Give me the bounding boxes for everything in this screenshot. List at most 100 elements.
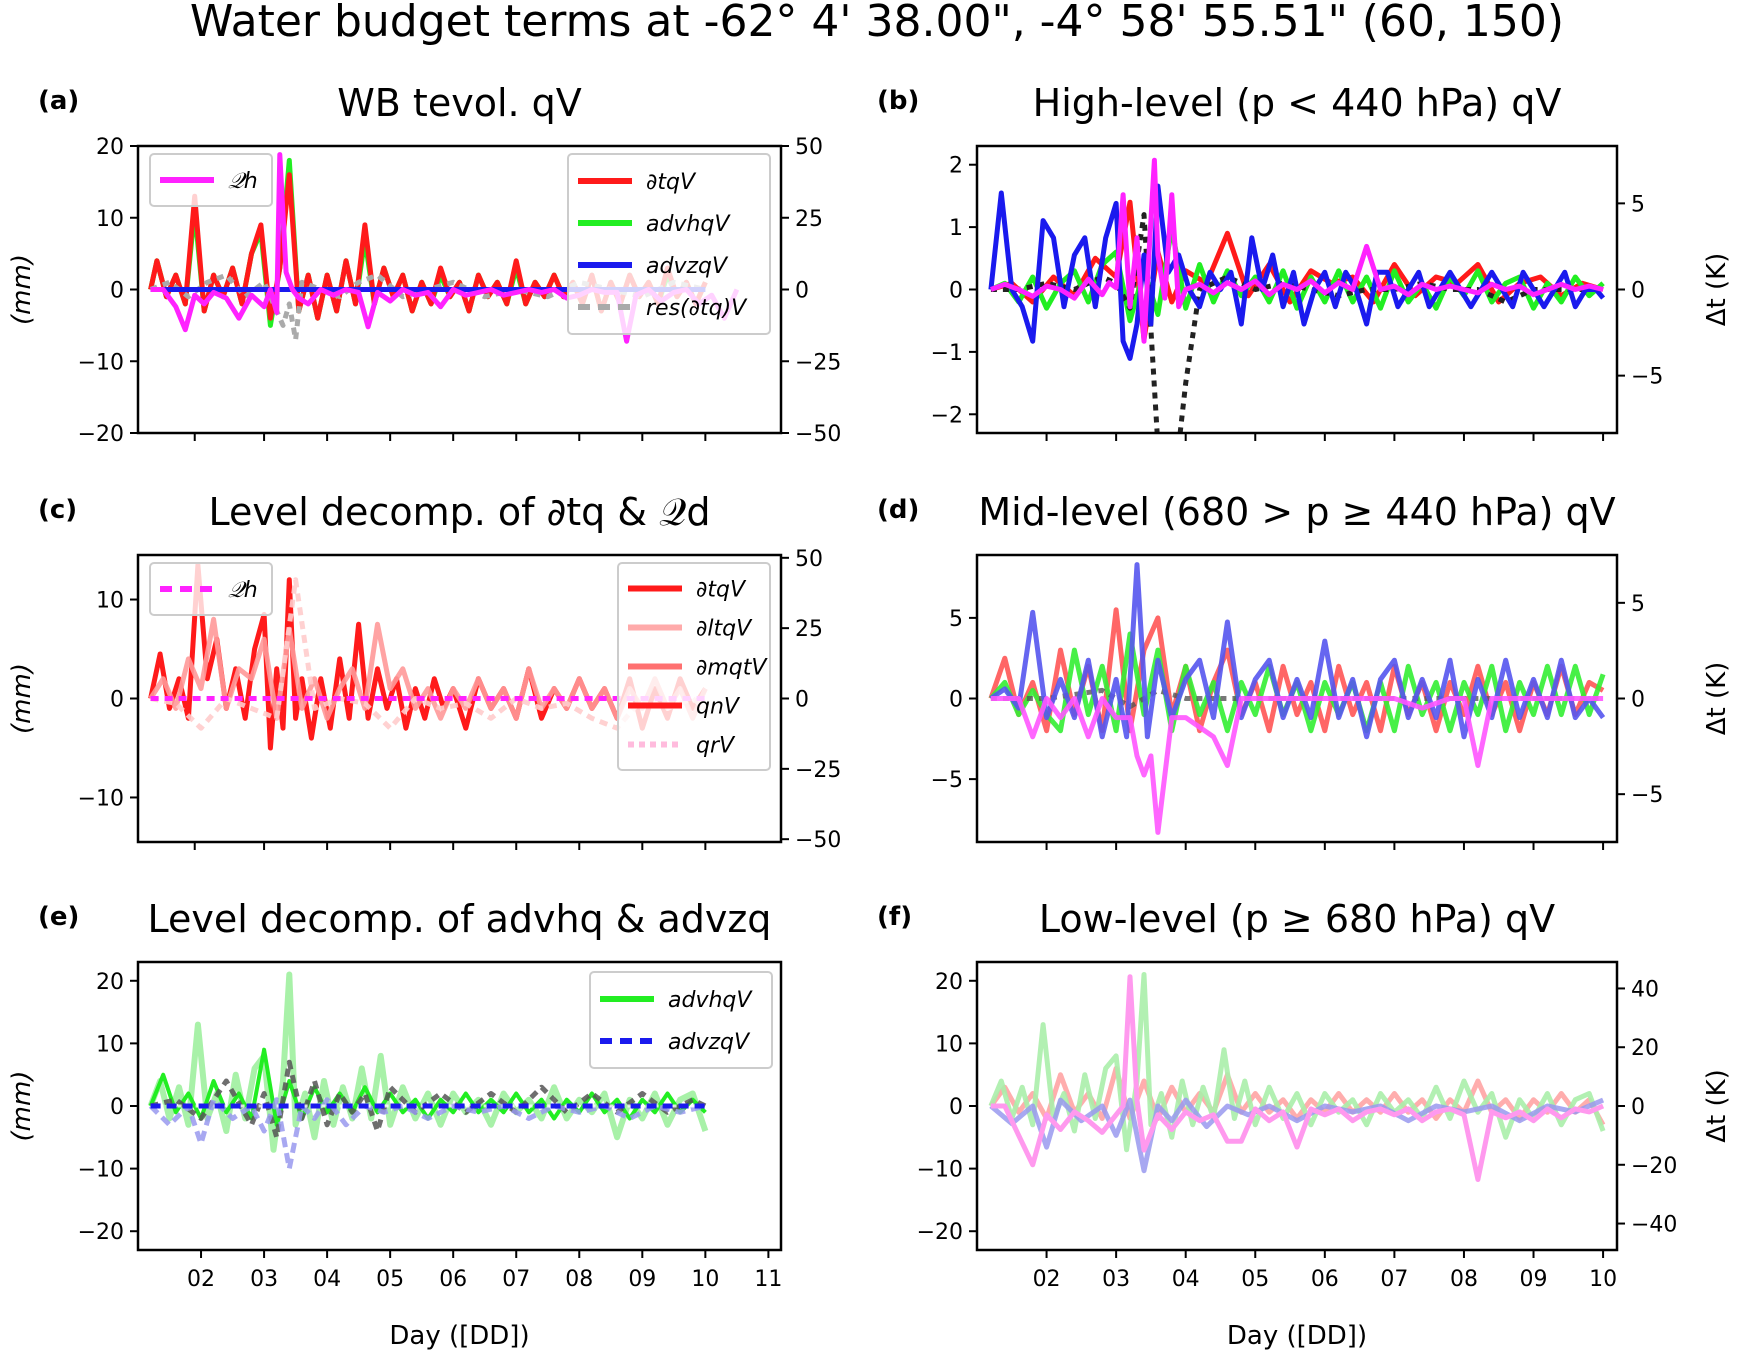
figure-title: Water budget terms at -62° 4' 38.00", -4… [190, 0, 1564, 47]
y-axis-label-right: Δt (K) [1702, 662, 1732, 736]
panel-label: (d) [877, 495, 919, 525]
series-line-2 [988, 972, 1606, 1153]
y-tick-label: 1 [949, 216, 963, 241]
series-group [148, 562, 708, 751]
x-tick-label: 10 [691, 1267, 719, 1292]
y-axis-label-right: Δt (K) [1702, 253, 1732, 327]
y-tick-label: −20 [78, 422, 124, 447]
x-tick-label: 09 [628, 1267, 656, 1292]
panel-label: (f) [877, 902, 912, 932]
x-axis-label: Day ([DD]) [389, 1321, 529, 1351]
panel-title: Low-level (p ≥ 680 hPa) qV [1039, 897, 1555, 941]
y-tick-label-right: 5 [1631, 592, 1645, 617]
y-tick-label: 10 [935, 1032, 963, 1057]
y-tick-label-right: 5 [1631, 192, 1645, 217]
legend-label: ∂tqV [646, 170, 697, 195]
legend-label: ∂tqV [696, 578, 747, 603]
y-tick-label-right: −20 [1631, 1154, 1677, 1179]
x-tick-label: 02 [187, 1267, 215, 1292]
y-tick-label: −10 [78, 786, 124, 811]
x-tick-label: 10 [1589, 1267, 1617, 1292]
x-axis-label: Day ([DD]) [1227, 1321, 1367, 1351]
y-tick-label: −20 [78, 1220, 124, 1245]
panel-title: Mid-level (680 > p ≥ 440 hPa) qV [978, 490, 1615, 534]
series-line-3 [990, 212, 1604, 433]
y-tick-label-right: −5 [1631, 783, 1663, 808]
legend-label: ∂mqtV [696, 656, 768, 681]
series-line-3 [149, 272, 706, 343]
y-tick-label: −5 [931, 768, 963, 793]
y-tick-label-right: −25 [795, 350, 841, 375]
panel-title: Level decomp. of advhq & advzq [148, 897, 772, 941]
legend: advhqV advzqV [589, 971, 773, 1069]
series-line-1 [990, 199, 1604, 342]
x-tick-label: 03 [1102, 1267, 1130, 1292]
y-tick-label-right: 50 [795, 135, 823, 160]
series-line-5 [990, 696, 1604, 835]
panel-label: (b) [877, 86, 919, 116]
y-tick-label-right: −25 [795, 758, 841, 783]
y-tick-label: 20 [96, 970, 124, 995]
panel-label: (a) [38, 86, 79, 116]
y-tick-label: 0 [949, 279, 963, 304]
x-tick-label: 05 [376, 1267, 404, 1292]
panel-f: 20 10 0 −10 −20 40 20 0 −20 −40 02 03 04 05 06 07 08 09 10… [877, 897, 1732, 1351]
legend-box [567, 153, 771, 335]
y-axis-label: (mm) [7, 663, 37, 734]
series-line-2 [148, 616, 708, 721]
legend-label: advzqV [668, 1030, 751, 1055]
y-tick-label: −10 [917, 1158, 963, 1183]
x-tick-label: 08 [1450, 1267, 1478, 1292]
y-tick-label: 5 [949, 607, 963, 632]
x-tick-label: 09 [1520, 1267, 1548, 1292]
y-tick-label: −20 [917, 1220, 963, 1245]
y-tick-label: 2 [949, 154, 963, 179]
y-tick-label: −10 [78, 350, 124, 375]
legend: ∂tqV advhqV advzqV res(∂tq)V [567, 153, 771, 335]
legend-label: qnV [696, 695, 741, 720]
y-tick-label: 10 [96, 207, 124, 232]
legend: 𝒬h [149, 153, 273, 207]
series-line-3 [149, 1059, 707, 1140]
series-line-4 [990, 974, 1605, 1182]
y-tick-label-right: 40 [1631, 977, 1659, 1002]
y-axis-label: (mm) [7, 254, 37, 325]
legend-label: 𝒬h [228, 169, 258, 194]
y-tick-label-right: 0 [1631, 279, 1645, 304]
y-tick-label: 0 [110, 688, 124, 713]
y-tick-label-right: 0 [1631, 1095, 1645, 1120]
panel-d: 5 0 −5 5 0 −5 (d) Mid-level (680 > p ≥ 440 hPa)… [877, 490, 1732, 850]
panel-label: (c) [38, 495, 77, 525]
panel-c: 10 0 −10 50 25 0 −25 −50 (c) Level decomp. of ∂tq… [7, 490, 841, 853]
y-tick-label: 20 [96, 135, 124, 160]
y-tick-label: 10 [96, 589, 124, 614]
y-tick-label: 0 [949, 688, 963, 713]
y-tick-label: −10 [78, 1158, 124, 1183]
panel-title: Level decomp. of ∂tq & 𝒬d [209, 490, 711, 534]
y-tick-label: 20 [935, 970, 963, 995]
legend-label: qrV [696, 734, 736, 759]
x-tick-label: 06 [1311, 1267, 1339, 1292]
legend: ∂tqV ∂ltqV ∂mqtV qnV qrV [617, 562, 771, 771]
y-axis-label: (mm) [7, 1071, 37, 1142]
legend-label: res(∂tq)V [646, 296, 748, 321]
series-line-5 [990, 157, 1604, 344]
legend-label: advzqV [646, 254, 729, 279]
legend-label: advhqV [668, 988, 753, 1013]
legend-label: advhqV [646, 212, 731, 237]
y-tick-label-right: 0 [795, 279, 809, 304]
x-tick-label: 02 [1033, 1267, 1061, 1292]
y-tick-label-right: 0 [795, 688, 809, 713]
y-tick-label-right: 25 [795, 617, 823, 642]
x-tick-label: 05 [1241, 1267, 1269, 1292]
x-tick-label: 04 [1172, 1267, 1200, 1292]
x-tick-label: 03 [250, 1267, 278, 1292]
y-tick-label-right: −50 [795, 828, 841, 853]
y-tick-label-right: −5 [1631, 365, 1663, 390]
y-tick-label-right: −40 [1631, 1213, 1677, 1238]
y-tick-label: −2 [931, 403, 963, 428]
legend-label: ∂ltqV [696, 617, 753, 642]
y-tick-label-right: 0 [1631, 688, 1645, 713]
x-tick-label: 07 [1380, 1267, 1408, 1292]
